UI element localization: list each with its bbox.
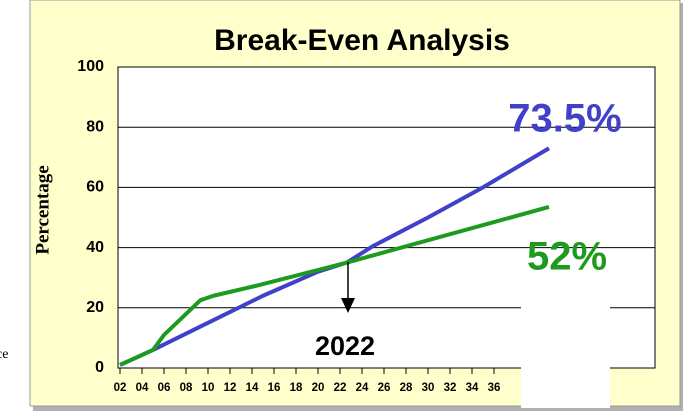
x-tick-label: 22 xyxy=(334,382,347,394)
x-tick-label: 12 xyxy=(224,382,237,394)
blue-annotation: 73.5% xyxy=(508,97,621,141)
y-tick-label: 80 xyxy=(86,118,104,135)
x-tick-label: 36 xyxy=(488,382,501,394)
y-axis-label: Percentage xyxy=(32,165,53,254)
line-series xyxy=(119,205,550,367)
y-tick-label: 0 xyxy=(95,359,104,376)
x-tick-label: 28 xyxy=(400,382,413,394)
x-tick-label: 06 xyxy=(158,382,171,394)
x-tick-label: 16 xyxy=(268,382,281,394)
cover-box xyxy=(521,290,610,408)
x-tick-label: 02 xyxy=(114,382,127,394)
chart-title: Break-Even Analysis xyxy=(214,24,510,57)
y-tick-label: 60 xyxy=(86,179,104,196)
x-tick-label: 24 xyxy=(356,382,369,394)
x-tick-label: 08 xyxy=(180,382,193,394)
x-tick-label: 18 xyxy=(290,382,303,394)
y-tick-label: 40 xyxy=(86,239,104,256)
arrow-head xyxy=(341,298,355,313)
x-tick-label: 26 xyxy=(378,382,391,394)
green-annotation: 52% xyxy=(527,235,607,279)
x-tick-label: 04 xyxy=(136,382,149,394)
fragment-text: ce xyxy=(0,347,8,362)
x-tick-label: 20 xyxy=(312,382,325,394)
x-tick-label: 14 xyxy=(246,382,259,394)
x-tick-label: 10 xyxy=(202,382,215,394)
x-tick-label: 34 xyxy=(466,382,479,394)
x-tick-label: 30 xyxy=(422,382,435,394)
year-annotation: 2022 xyxy=(315,331,375,361)
y-tick-label: 100 xyxy=(77,58,104,75)
x-tick-label: 32 xyxy=(444,382,457,394)
y-tick-label: 20 xyxy=(86,299,104,316)
